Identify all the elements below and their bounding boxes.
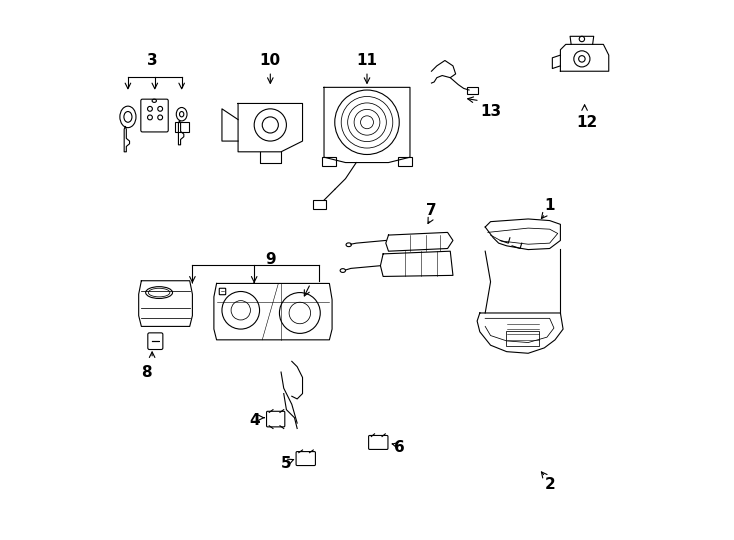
Text: 11: 11 — [357, 53, 377, 68]
Text: 1: 1 — [545, 198, 555, 213]
Text: 10: 10 — [260, 53, 281, 68]
Text: 7: 7 — [426, 204, 437, 218]
Text: 2: 2 — [545, 477, 555, 492]
Text: 4: 4 — [249, 413, 260, 428]
Text: 8: 8 — [142, 364, 152, 380]
Text: 3: 3 — [147, 53, 157, 68]
Text: 6: 6 — [394, 440, 404, 455]
Text: 13: 13 — [480, 104, 501, 119]
Text: 12: 12 — [577, 115, 598, 130]
Text: 5: 5 — [281, 456, 291, 471]
Text: 9: 9 — [265, 252, 275, 267]
